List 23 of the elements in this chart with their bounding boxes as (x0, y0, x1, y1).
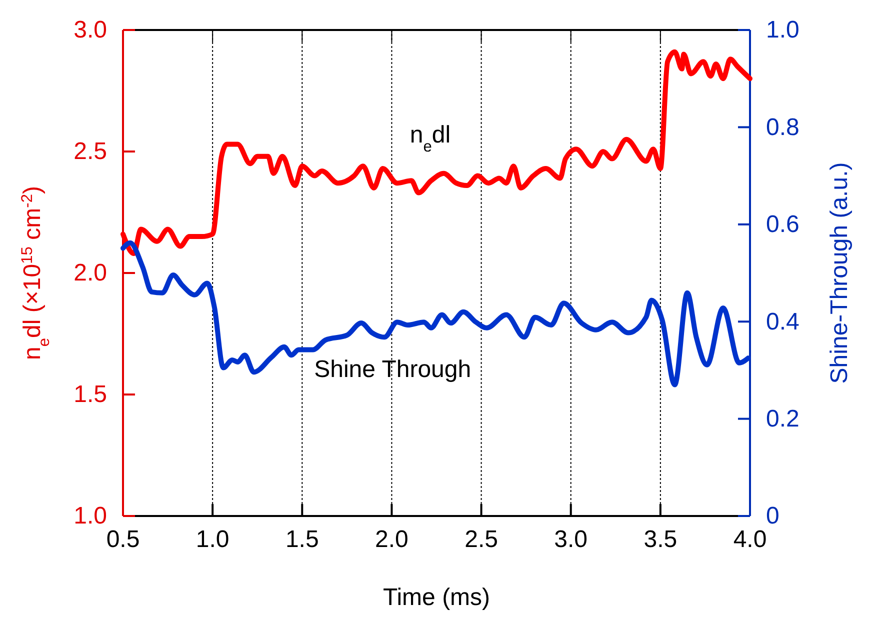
x-tick-label: 1.5 (285, 526, 319, 554)
series-label: Shine Through (314, 356, 472, 384)
x-tick-label: 1.0 (196, 526, 230, 554)
y-tick-label: 1.0 (74, 502, 107, 530)
y2-tick-label: 0 (766, 502, 780, 530)
y-tick-label: 3.0 (74, 16, 107, 44)
x-tick-label: 2.0 (375, 526, 408, 554)
x-tick-label: 3.0 (554, 526, 588, 554)
y2-tick-label: 0.2 (766, 405, 800, 432)
x-tick-label: 3.5 (644, 526, 678, 554)
y-tick-label: 1.5 (74, 381, 107, 408)
x-tick-label: 0.5 (106, 526, 140, 554)
y-tick-label: 2.0 (74, 260, 107, 287)
series-label: n$_{e}$dl (410, 122, 451, 156)
y2-tick-label: 1.0 (766, 16, 800, 44)
x-tick-label: 4.0 (733, 526, 767, 554)
y2-tick-label: 0.4 (766, 308, 800, 336)
y2-axis-title: Shine-Through (a.u.) (826, 162, 853, 384)
x-tick-label: 2.5 (464, 526, 498, 554)
y2-tick-label: 0.8 (766, 114, 800, 141)
y2-tick-label: 0.6 (766, 211, 800, 238)
x-axis-title: Time (ms) (382, 584, 490, 611)
y-tick-label: 2.5 (74, 138, 107, 166)
